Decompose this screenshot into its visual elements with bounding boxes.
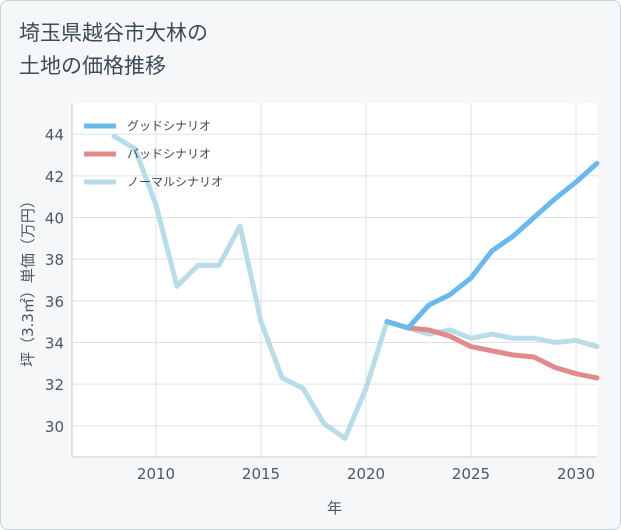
x-tick-label: 2030 <box>557 465 595 483</box>
y-tick-label: 32 <box>45 376 64 394</box>
y-tick-label: 38 <box>45 251 64 269</box>
legend-label: ノーマルシナリオ <box>127 175 223 189</box>
x-axis-ticks: 2010 2015 2020 2025 2030 <box>137 465 595 483</box>
plot-area <box>72 103 597 457</box>
legend-good-scenario[interactable]: グッドシナリオ <box>84 119 211 133</box>
x-tick-label: 2025 <box>452 465 490 483</box>
y-axis-ticks: 30 32 34 36 38 40 42 44 <box>45 126 64 436</box>
legend-label: グッドシナリオ <box>127 119 211 133</box>
y-tick-label: 36 <box>45 293 64 311</box>
chart-title: 埼玉県越谷市大林の 土地の価格推移 <box>19 17 208 83</box>
y-tick-label: 44 <box>45 126 64 144</box>
y-tick-label: 34 <box>45 334 64 352</box>
plot-frame <box>71 103 597 458</box>
legend-bad-scenario[interactable]: バッドシナリオ <box>84 147 211 161</box>
y-tick-label: 40 <box>45 210 64 228</box>
x-tick-label: 2010 <box>137 465 175 483</box>
normal-scenario-line <box>111 133 600 441</box>
series-group <box>111 133 600 441</box>
x-tick-label: 2020 <box>347 465 385 483</box>
grid-lines <box>72 103 597 457</box>
chart-title-line-2: 土地の価格推移 <box>19 54 166 78</box>
legend-normal-scenario[interactable]: ノーマルシナリオ <box>84 175 223 189</box>
legend-label: バッドシナリオ <box>127 147 211 161</box>
x-tick-label: 2015 <box>242 465 280 483</box>
y-tick-label: 30 <box>45 418 64 436</box>
bad-scenario-line <box>384 319 600 381</box>
chart-title-line-1: 埼玉県越谷市大林の <box>19 21 208 45</box>
y-tick-label: 42 <box>45 168 64 186</box>
x-axis-title: 年 <box>327 499 342 517</box>
good-scenario-line <box>384 160 600 331</box>
y-axis-title: 坪（3.3㎡）単価（万円） <box>19 193 37 367</box>
